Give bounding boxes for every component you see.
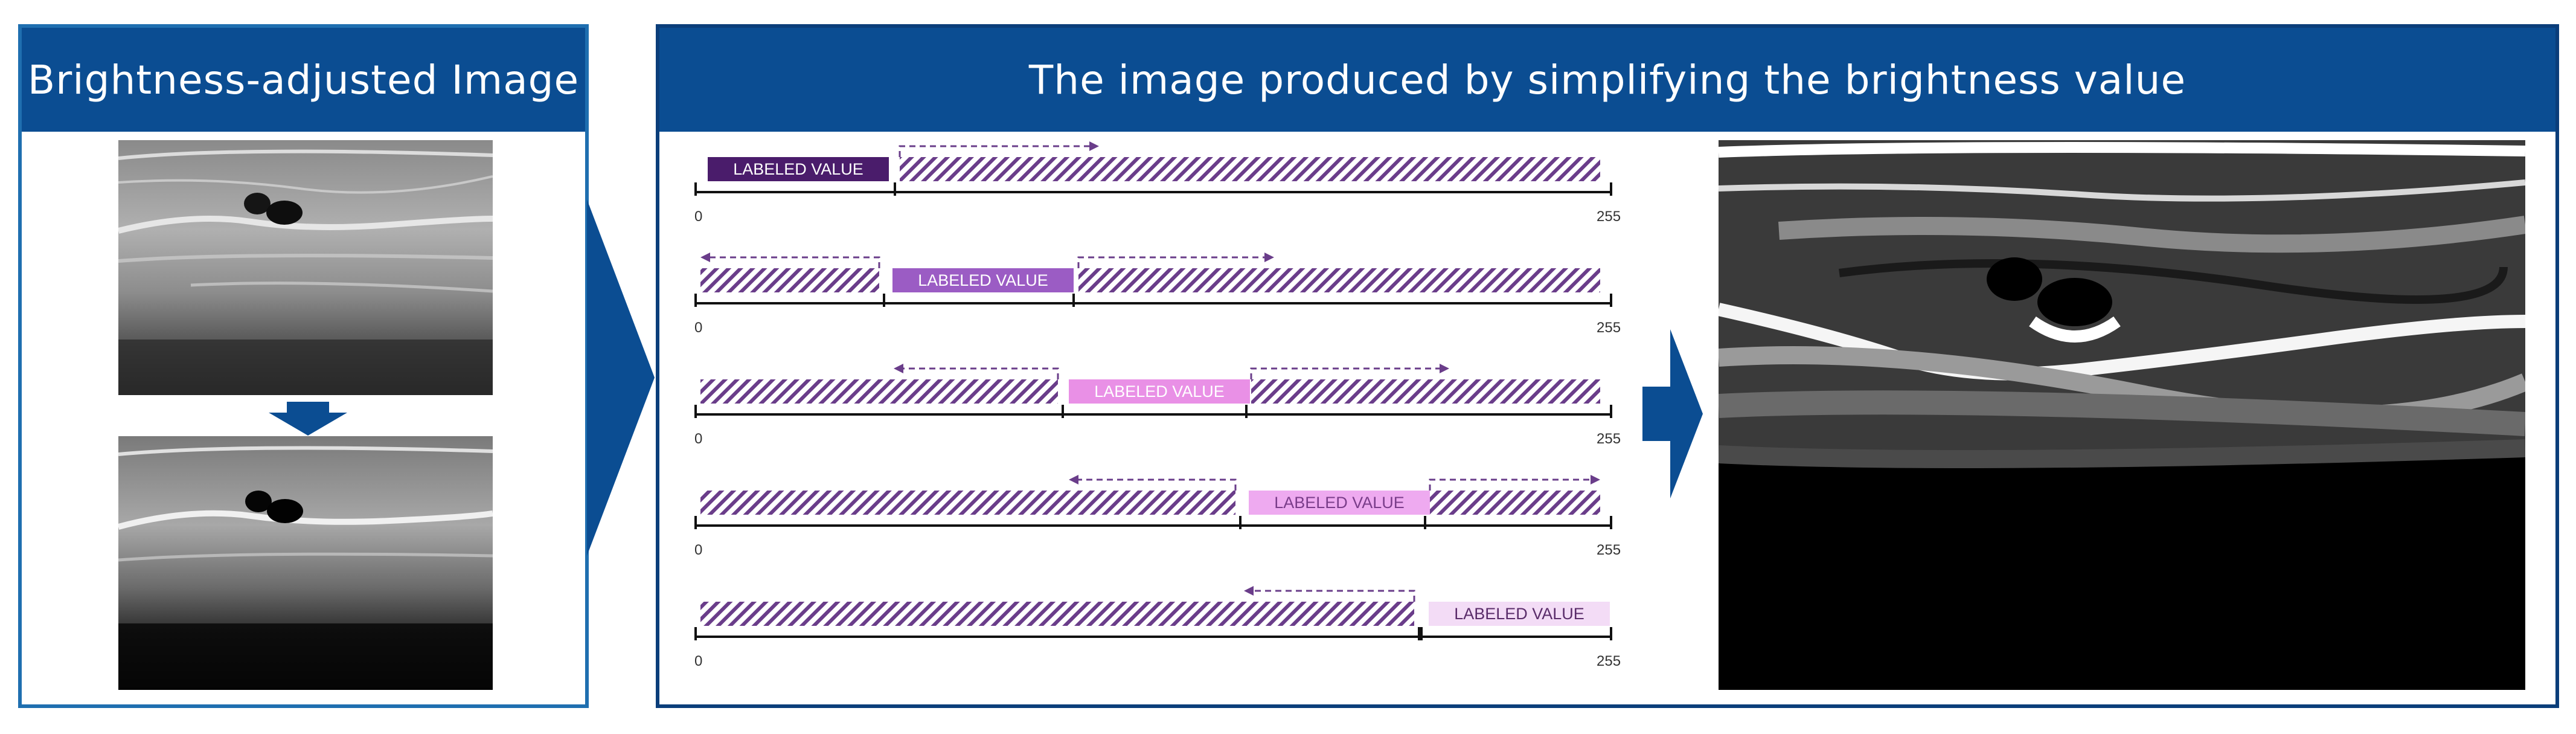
hatched-region [900, 157, 1600, 181]
dashed-arrow-right [1250, 367, 1441, 379]
hatched-region [1078, 268, 1600, 292]
dashed-arrow-right [899, 145, 1091, 157]
dashed-arrow-left [709, 256, 880, 268]
hatched-region [700, 268, 879, 292]
hatched-region [700, 602, 1414, 626]
axis-min-label: 0 [694, 431, 702, 447]
arrowhead-left [894, 364, 903, 373]
labeled-value-box [1249, 491, 1430, 515]
labeled-value-box [1429, 602, 1610, 626]
arrowhead-right [1089, 141, 1099, 151]
axis-min-label: 0 [694, 320, 702, 336]
brightness-rows-diagram: LABELED VALUE 0 255 LABELED VALUE 0 255 LABELE… [694, 141, 1621, 669]
right-arrow-icon [1642, 329, 1703, 498]
hatched-region [700, 491, 1235, 515]
labeled-value-text: LABELED VALUE [1094, 382, 1225, 401]
labeled-value-text: LABELED VALUE [733, 160, 863, 178]
axis-max-label: 255 [1597, 320, 1621, 336]
right-panel-title: The image produced by simplifying the br… [659, 28, 2555, 132]
arrowhead-left [1244, 586, 1254, 596]
axis-max-label: 255 [1597, 653, 1621, 669]
arrowhead-left [1069, 475, 1078, 485]
dashed-arrow-right [1429, 478, 1592, 491]
arrowhead-right [1264, 253, 1274, 262]
dashed-arrow-left [902, 367, 1059, 379]
labeled-value-text: LABELED VALUE [918, 271, 1048, 289]
labeled-value-box [708, 157, 889, 181]
adjusted-ultrasound-image [118, 436, 493, 690]
arrowhead-left [700, 253, 710, 262]
labeled-value-text: LABELED VALUE [1454, 605, 1584, 623]
axis-min-label: 0 [694, 653, 702, 669]
down-arrow-icon [269, 402, 347, 436]
axis-max-label: 255 [1597, 208, 1621, 225]
dashed-arrow-left [1077, 478, 1237, 491]
hatched-region [1251, 379, 1600, 404]
connector-arrow-icon [587, 199, 655, 556]
axis-min-label: 0 [694, 208, 702, 225]
labeled-value-box [892, 268, 1074, 292]
axis-min-label: 0 [694, 542, 702, 558]
original-ultrasound-image [118, 140, 493, 395]
arrowhead-right [1591, 475, 1600, 485]
hatched-region [700, 379, 1058, 404]
simplified-ultrasound-image [1719, 140, 2525, 690]
axis-max-label: 255 [1597, 431, 1621, 447]
hatched-region [1430, 491, 1600, 515]
labeled-value-box [1069, 379, 1250, 404]
left-panel-title: Brightness-adjusted Image [22, 28, 585, 132]
dashed-arrow-left [1252, 590, 1415, 602]
axis-max-label: 255 [1597, 542, 1621, 558]
arrowhead-right [1440, 364, 1449, 373]
labeled-value-text: LABELED VALUE [1274, 494, 1405, 512]
dashed-arrow-right [1077, 256, 1266, 268]
